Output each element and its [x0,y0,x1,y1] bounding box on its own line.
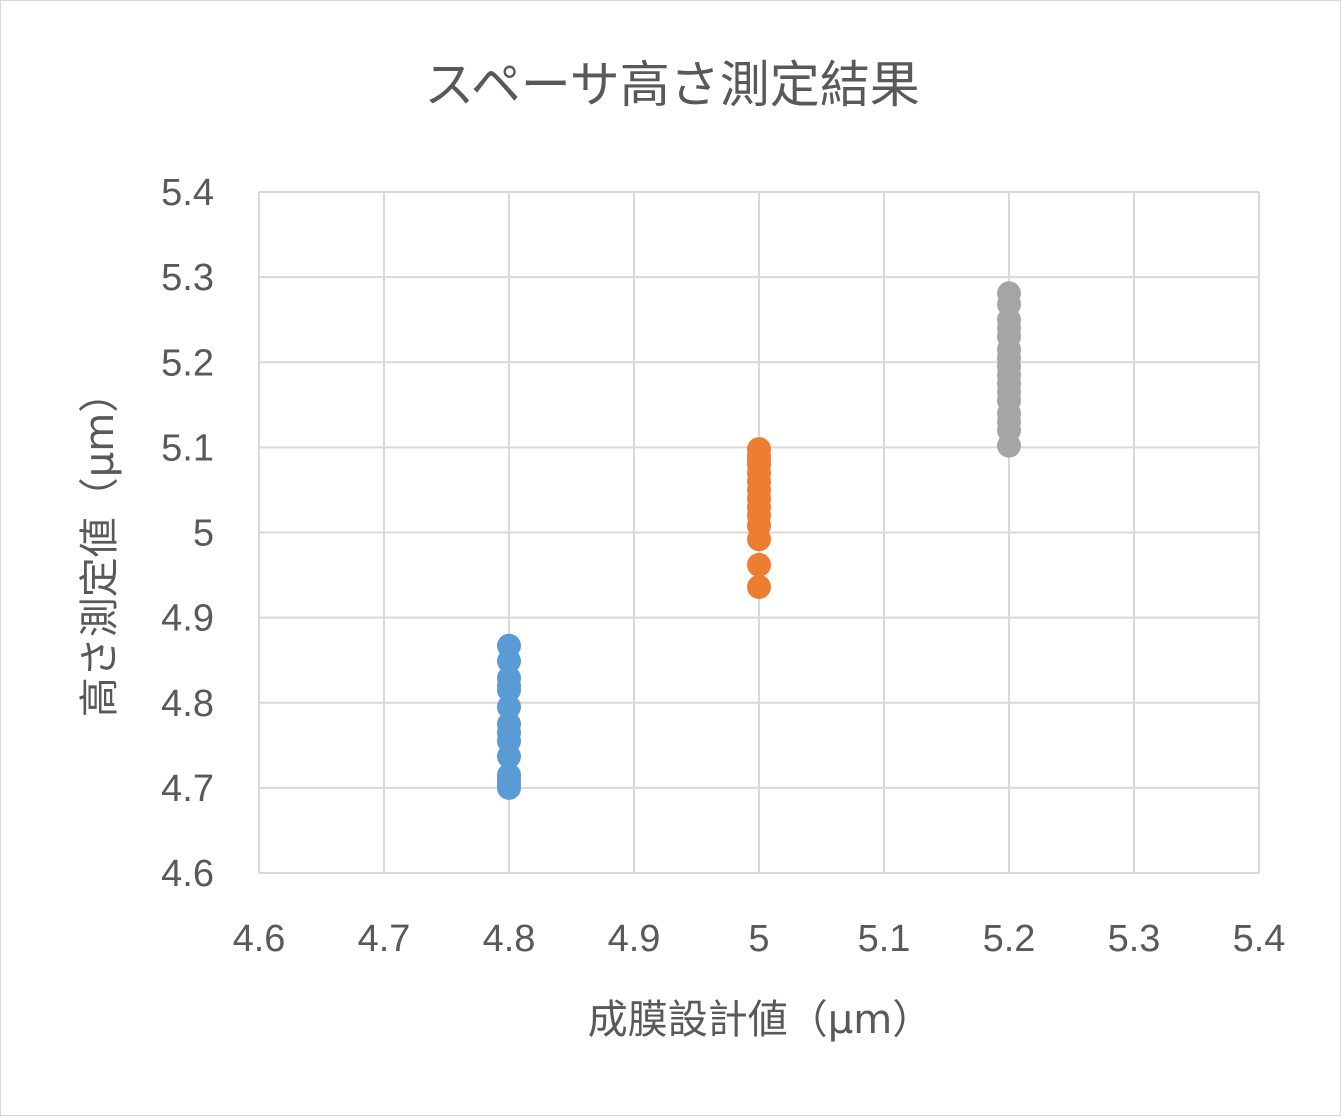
y-tick-label: 5.4 [161,172,214,214]
data-point-series-1 [497,775,521,800]
x-axis-title: 成膜設計値（μm） [588,997,932,1043]
x-tick-label: 4.6 [233,918,286,960]
x-tick-label: 5 [748,918,769,960]
data-point-series-2 [747,527,771,552]
data-point-series-2 [747,574,771,599]
y-tick-label: 5.1 [161,427,214,469]
data-point-series-1 [497,695,521,720]
data-point-series-2 [747,552,771,577]
x-tick-label: 5.4 [1233,918,1286,960]
chart-title: スペーサ高さ測定結果 [424,56,920,114]
data-point-series-3 [997,433,1021,458]
y-tick-label: 5.2 [161,342,214,384]
data-points [497,281,1021,800]
x-tick-label: 4.8 [483,918,536,960]
y-tick-label: 4.8 [161,683,214,725]
gridlines [258,191,1260,874]
data-point-series-1 [497,649,521,674]
y-tick-label: 5 [193,513,214,555]
x-tick-label: 5.2 [983,918,1036,960]
x-axis-tick-labels: 4.6 4.7 4.8 4.9 5 5.1 5.2 5.3 5.4 [233,918,1286,960]
y-tick-label: 4.9 [161,598,214,640]
x-tick-label: 5.3 [1108,918,1161,960]
data-point-series-1 [497,677,521,702]
y-tick-label: 4.6 [161,853,214,895]
data-point-series-1 [497,744,521,769]
y-axis-title: 高さ測定値（μm） [77,373,123,717]
y-tick-label: 4.7 [161,768,214,810]
x-tick-label: 4.7 [358,918,411,960]
x-tick-label: 4.9 [608,918,661,960]
y-axis-tick-labels: 5.4 5.3 5.2 5.1 5 4.9 4.8 4.7 4.6 [161,172,214,895]
y-tick-label: 5.3 [161,257,214,299]
data-point-series-2 [747,448,771,473]
x-tick-label: 5.1 [858,918,911,960]
